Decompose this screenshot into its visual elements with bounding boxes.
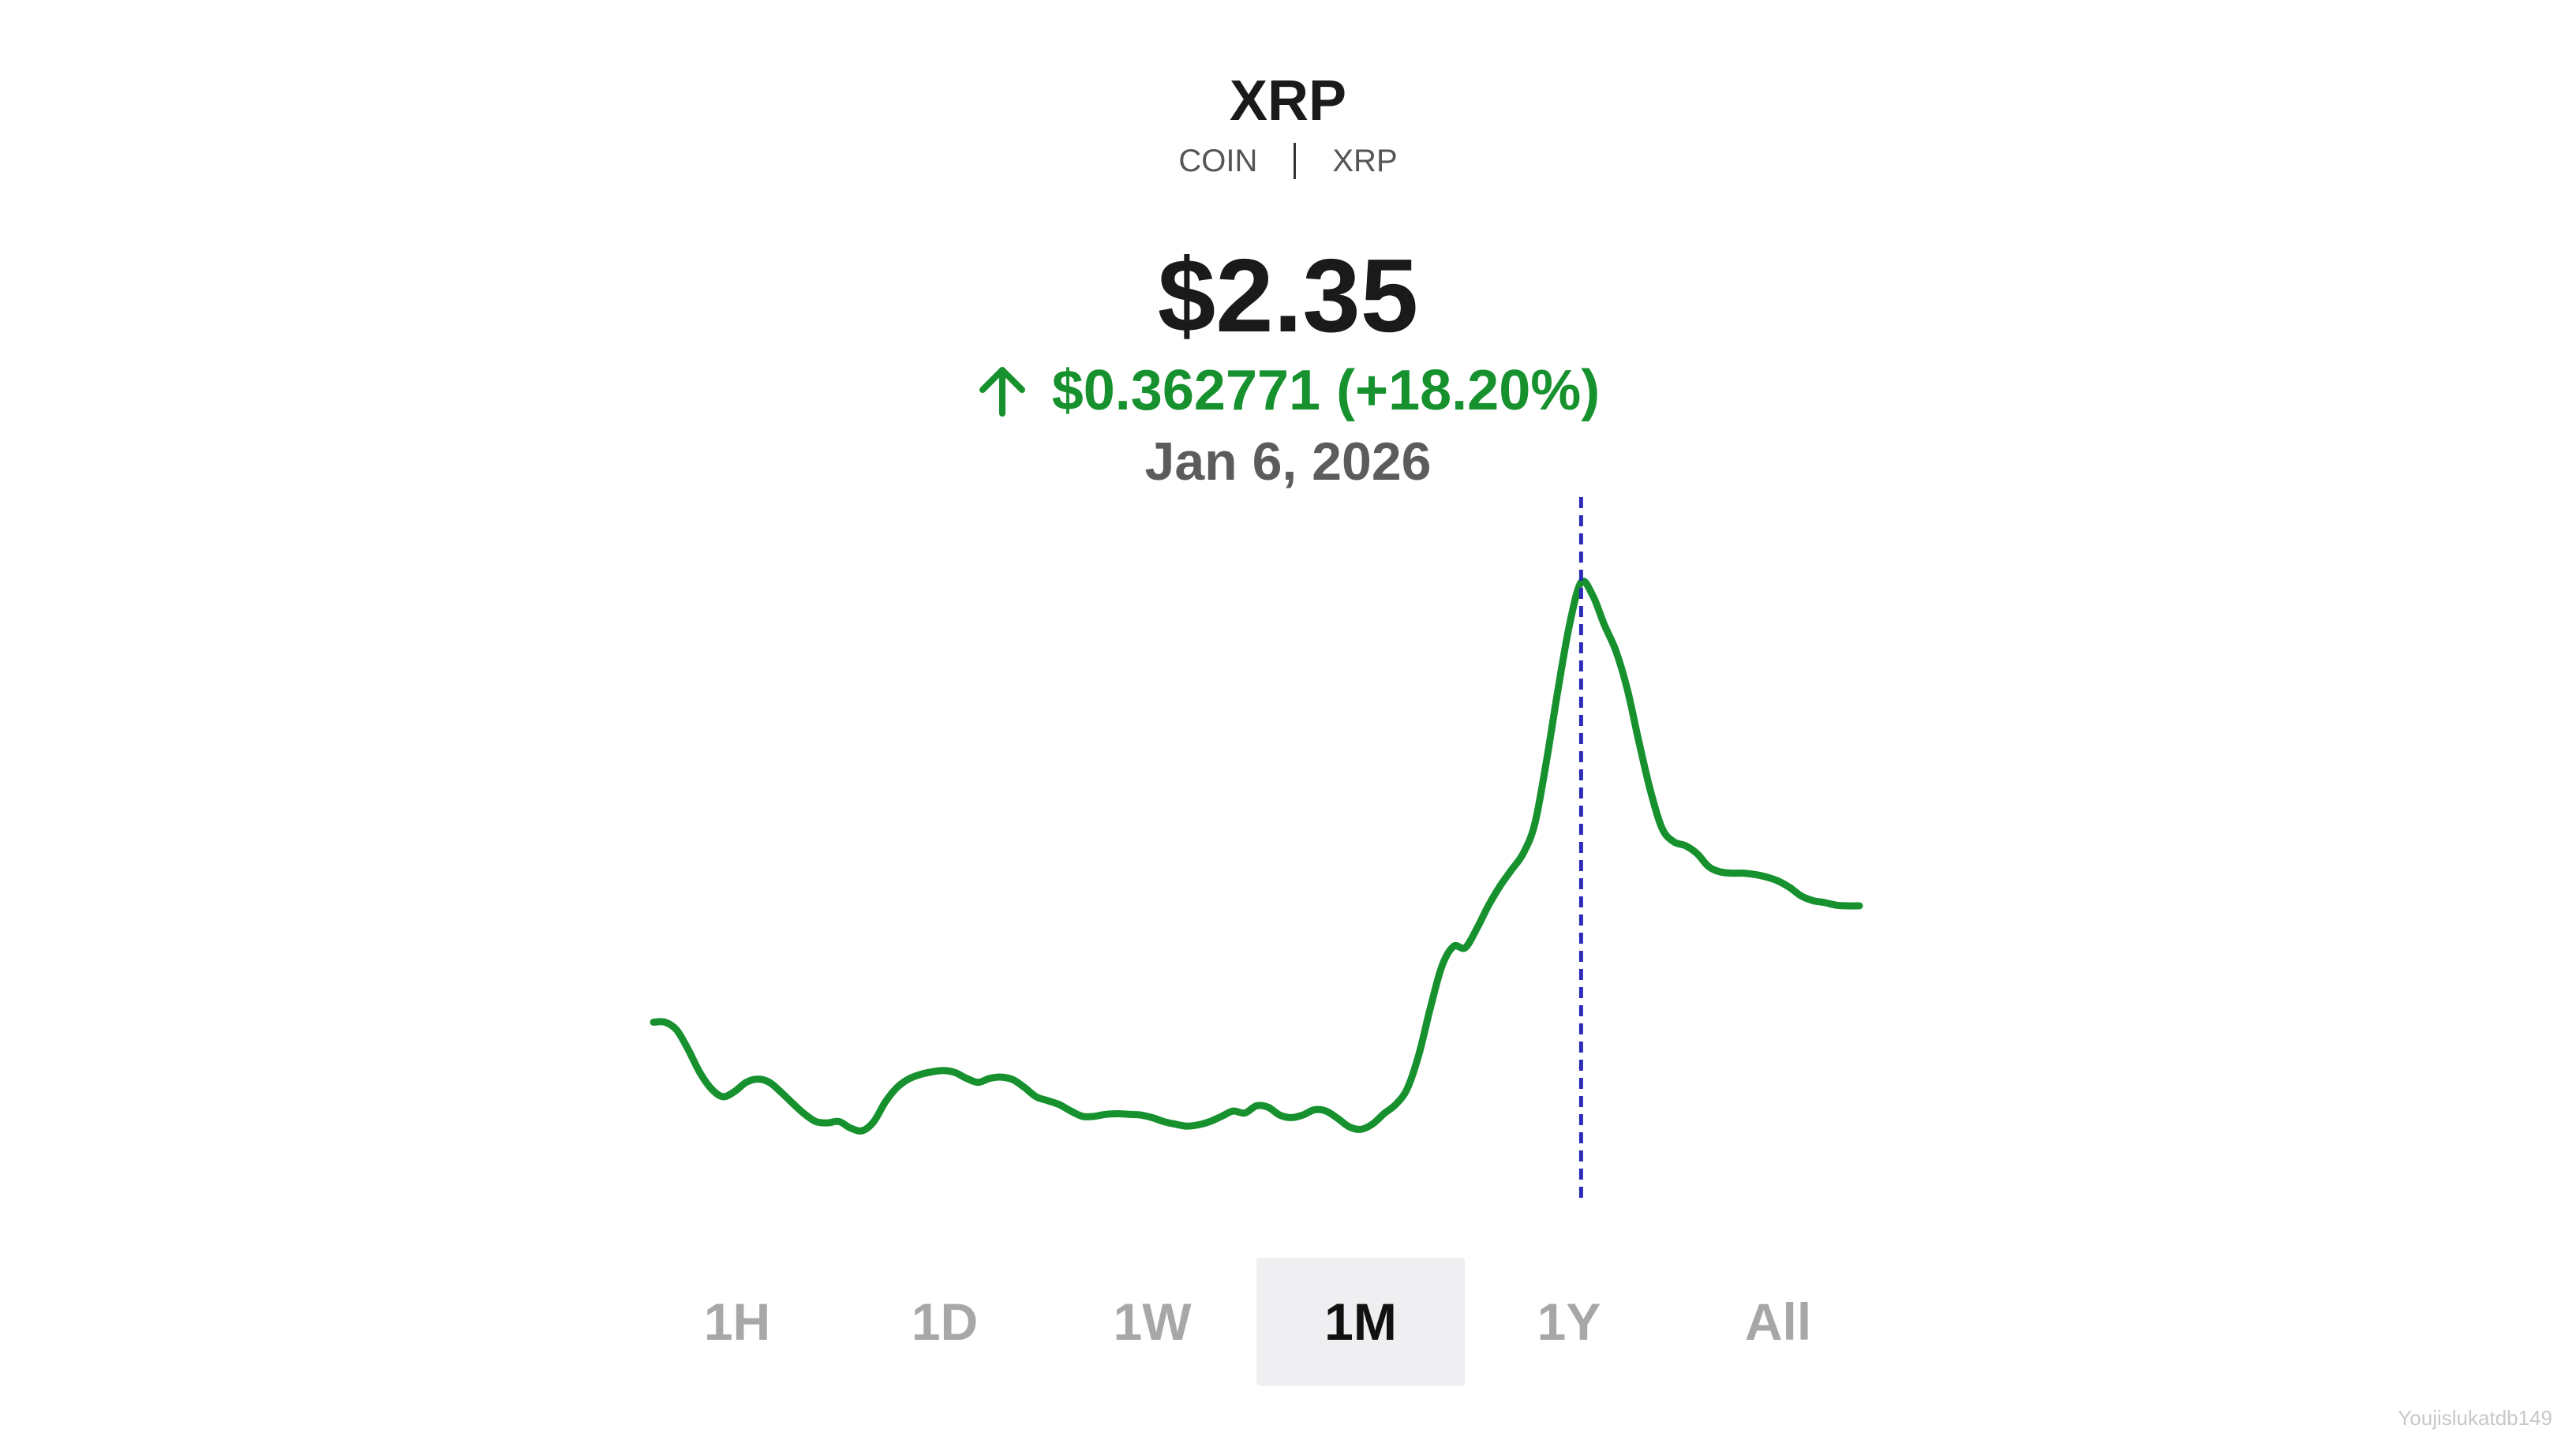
asset-name: XRP — [1229, 69, 1347, 133]
quote-date: Jan 6, 2026 — [1144, 432, 1432, 492]
current-price: $2.35 — [1157, 238, 1419, 353]
range-tab-all[interactable]: All — [1744, 1292, 1812, 1351]
range-tab-1d[interactable]: 1D — [911, 1292, 979, 1351]
asset-subtitle: COIN XRP — [0, 139, 2576, 183]
price-change-value: $0.362771 (+18.20%) — [1051, 359, 1601, 422]
range-tab-1w[interactable]: 1W — [1113, 1292, 1192, 1351]
subtitle-divider — [1294, 143, 1297, 179]
price-line-series — [650, 578, 1863, 1135]
asset-header: XRP COIN XRP — [0, 66, 2576, 183]
asset-symbol: XRP — [1332, 144, 1398, 178]
range-selector: 1H 1D 1W 1M 1Y All — [0, 1258, 2576, 1386]
arrow-up-icon — [979, 367, 1025, 417]
range-tab-1m[interactable]: 1M — [1256, 1258, 1465, 1386]
asset-type: COIN — [1178, 144, 1258, 178]
price-change: $0.362771 (+18.20%) — [0, 355, 2576, 426]
quote-block: $2.35 $0.362771 (+18.20%) Jan 6, 2026 — [0, 237, 2576, 497]
range-tab-1y[interactable]: 1Y — [1537, 1292, 1601, 1351]
watermark: Youjislukatdb149 — [2398, 1406, 2552, 1430]
range-tab-1h[interactable]: 1H — [703, 1292, 771, 1351]
